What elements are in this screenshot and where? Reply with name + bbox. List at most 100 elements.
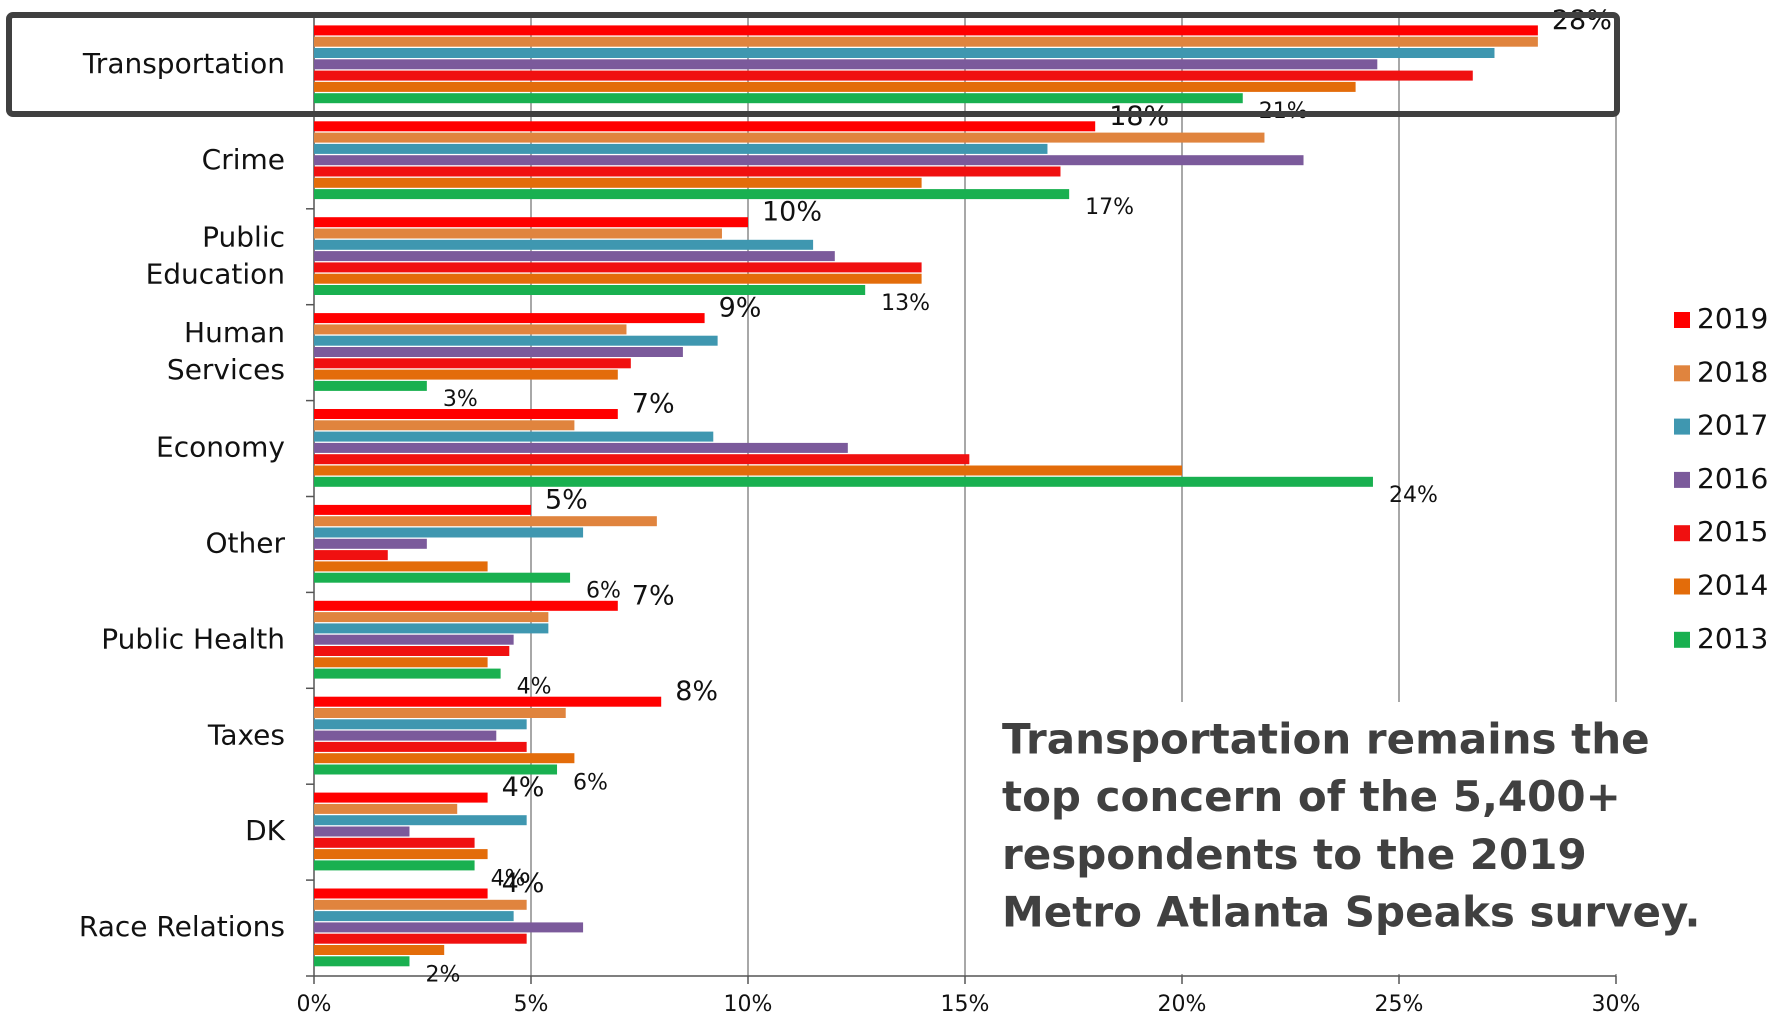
data-label: 9%: [719, 293, 762, 324]
bar: [314, 121, 1096, 132]
bar: [314, 764, 558, 775]
bar: [314, 380, 427, 391]
bar: [314, 465, 1182, 476]
bar: [314, 81, 1356, 92]
bar: [314, 741, 527, 752]
annotation-line: Metro Atlanta Speaks survey.: [1002, 888, 1700, 937]
data-label: 17%: [1085, 195, 1134, 220]
bar: [314, 623, 549, 634]
data-label: 4%: [502, 868, 545, 899]
bar: [314, 36, 1538, 47]
legend-swatch: [1674, 471, 1690, 488]
bar: [314, 166, 1061, 177]
legend-swatch: [1674, 418, 1690, 435]
bar: [314, 646, 510, 656]
bar: [314, 177, 922, 188]
y-category-label: Transportation: [82, 47, 285, 80]
bar: [314, 155, 1304, 166]
data-label: 6%: [586, 579, 621, 604]
bar: [314, 431, 714, 442]
data-label: 7%: [632, 580, 675, 611]
bar: [314, 143, 1048, 154]
bar: [314, 815, 527, 826]
bar: [314, 803, 458, 814]
bar: [314, 285, 866, 295]
bar: [314, 239, 814, 250]
y-category-label: Public Education: [146, 220, 285, 290]
bar: [314, 612, 549, 623]
bar: [314, 313, 705, 324]
bar: [314, 792, 488, 803]
data-label: 6%: [573, 771, 608, 796]
bar: [314, 93, 1243, 104]
bar: [314, 719, 527, 730]
bar: [314, 420, 575, 431]
legend-swatch: [1674, 312, 1690, 328]
bar: [314, 251, 835, 262]
annotation-line: respondents to the 2019: [1002, 830, 1587, 879]
bar: [314, 442, 848, 453]
bar: [314, 922, 584, 933]
bar: [314, 527, 584, 538]
legend-label: 2016: [1697, 462, 1767, 495]
bar: [314, 899, 527, 910]
bar: [314, 228, 722, 239]
data-label: 3%: [443, 387, 478, 412]
data-label: 24%: [1389, 483, 1438, 508]
bar: [314, 860, 475, 871]
data-label: 13%: [881, 291, 930, 316]
data-label: 2%: [425, 962, 460, 987]
legend-label: 2018: [1697, 355, 1767, 388]
legend-label: 2013: [1697, 622, 1767, 655]
bar: [314, 708, 566, 718]
x-tick-label: 15%: [941, 992, 990, 1017]
bar: [314, 132, 1265, 143]
legend-swatch: [1674, 578, 1690, 595]
y-category-label: Public Health: [101, 622, 285, 655]
x-tick-label: 25%: [1375, 992, 1424, 1017]
highlight-box: [6, 12, 1620, 117]
x-tick-label: 20%: [1158, 992, 1207, 1017]
bar: [314, 888, 488, 899]
data-label: 7%: [632, 389, 675, 420]
bar: [314, 59, 1378, 70]
legend-label: 2015: [1697, 515, 1767, 548]
bar: [314, 409, 618, 419]
bar: [314, 262, 922, 273]
x-tick-label: 0%: [297, 992, 332, 1017]
y-category-label: Taxes: [207, 718, 285, 751]
annotation-line: top concern of the 5,400+: [1002, 772, 1621, 821]
bar: [314, 324, 627, 335]
data-label: 28%: [1552, 5, 1612, 36]
bar: [314, 668, 501, 679]
legend-swatch: [1674, 365, 1690, 382]
bar: [314, 25, 1538, 36]
bar: [314, 550, 388, 561]
bar: [314, 504, 531, 515]
data-label: 10%: [762, 197, 822, 228]
bar: [314, 956, 410, 967]
bar: [314, 335, 718, 346]
legend-label: 2017: [1697, 409, 1767, 442]
data-label: 4%: [491, 866, 526, 891]
x-tick-label: 5%: [514, 992, 549, 1017]
bar: [314, 634, 514, 645]
data-label: 5%: [545, 484, 588, 515]
bar: [314, 189, 1070, 200]
bar: [314, 538, 427, 549]
bar: [314, 849, 488, 860]
data-label: 4%: [517, 675, 552, 700]
bar: [314, 48, 1495, 58]
y-category-label: DK: [245, 814, 286, 847]
bar: [314, 454, 970, 465]
bar: [314, 837, 475, 848]
y-category-label: Other: [205, 526, 285, 559]
bar: [314, 945, 445, 955]
bar: [314, 730, 497, 741]
y-category-label: Race Relations: [79, 910, 285, 943]
bar: [314, 358, 631, 369]
data-label: 8%: [675, 676, 718, 707]
bar: [314, 347, 683, 357]
bar: [314, 369, 618, 380]
bar: [314, 217, 748, 228]
